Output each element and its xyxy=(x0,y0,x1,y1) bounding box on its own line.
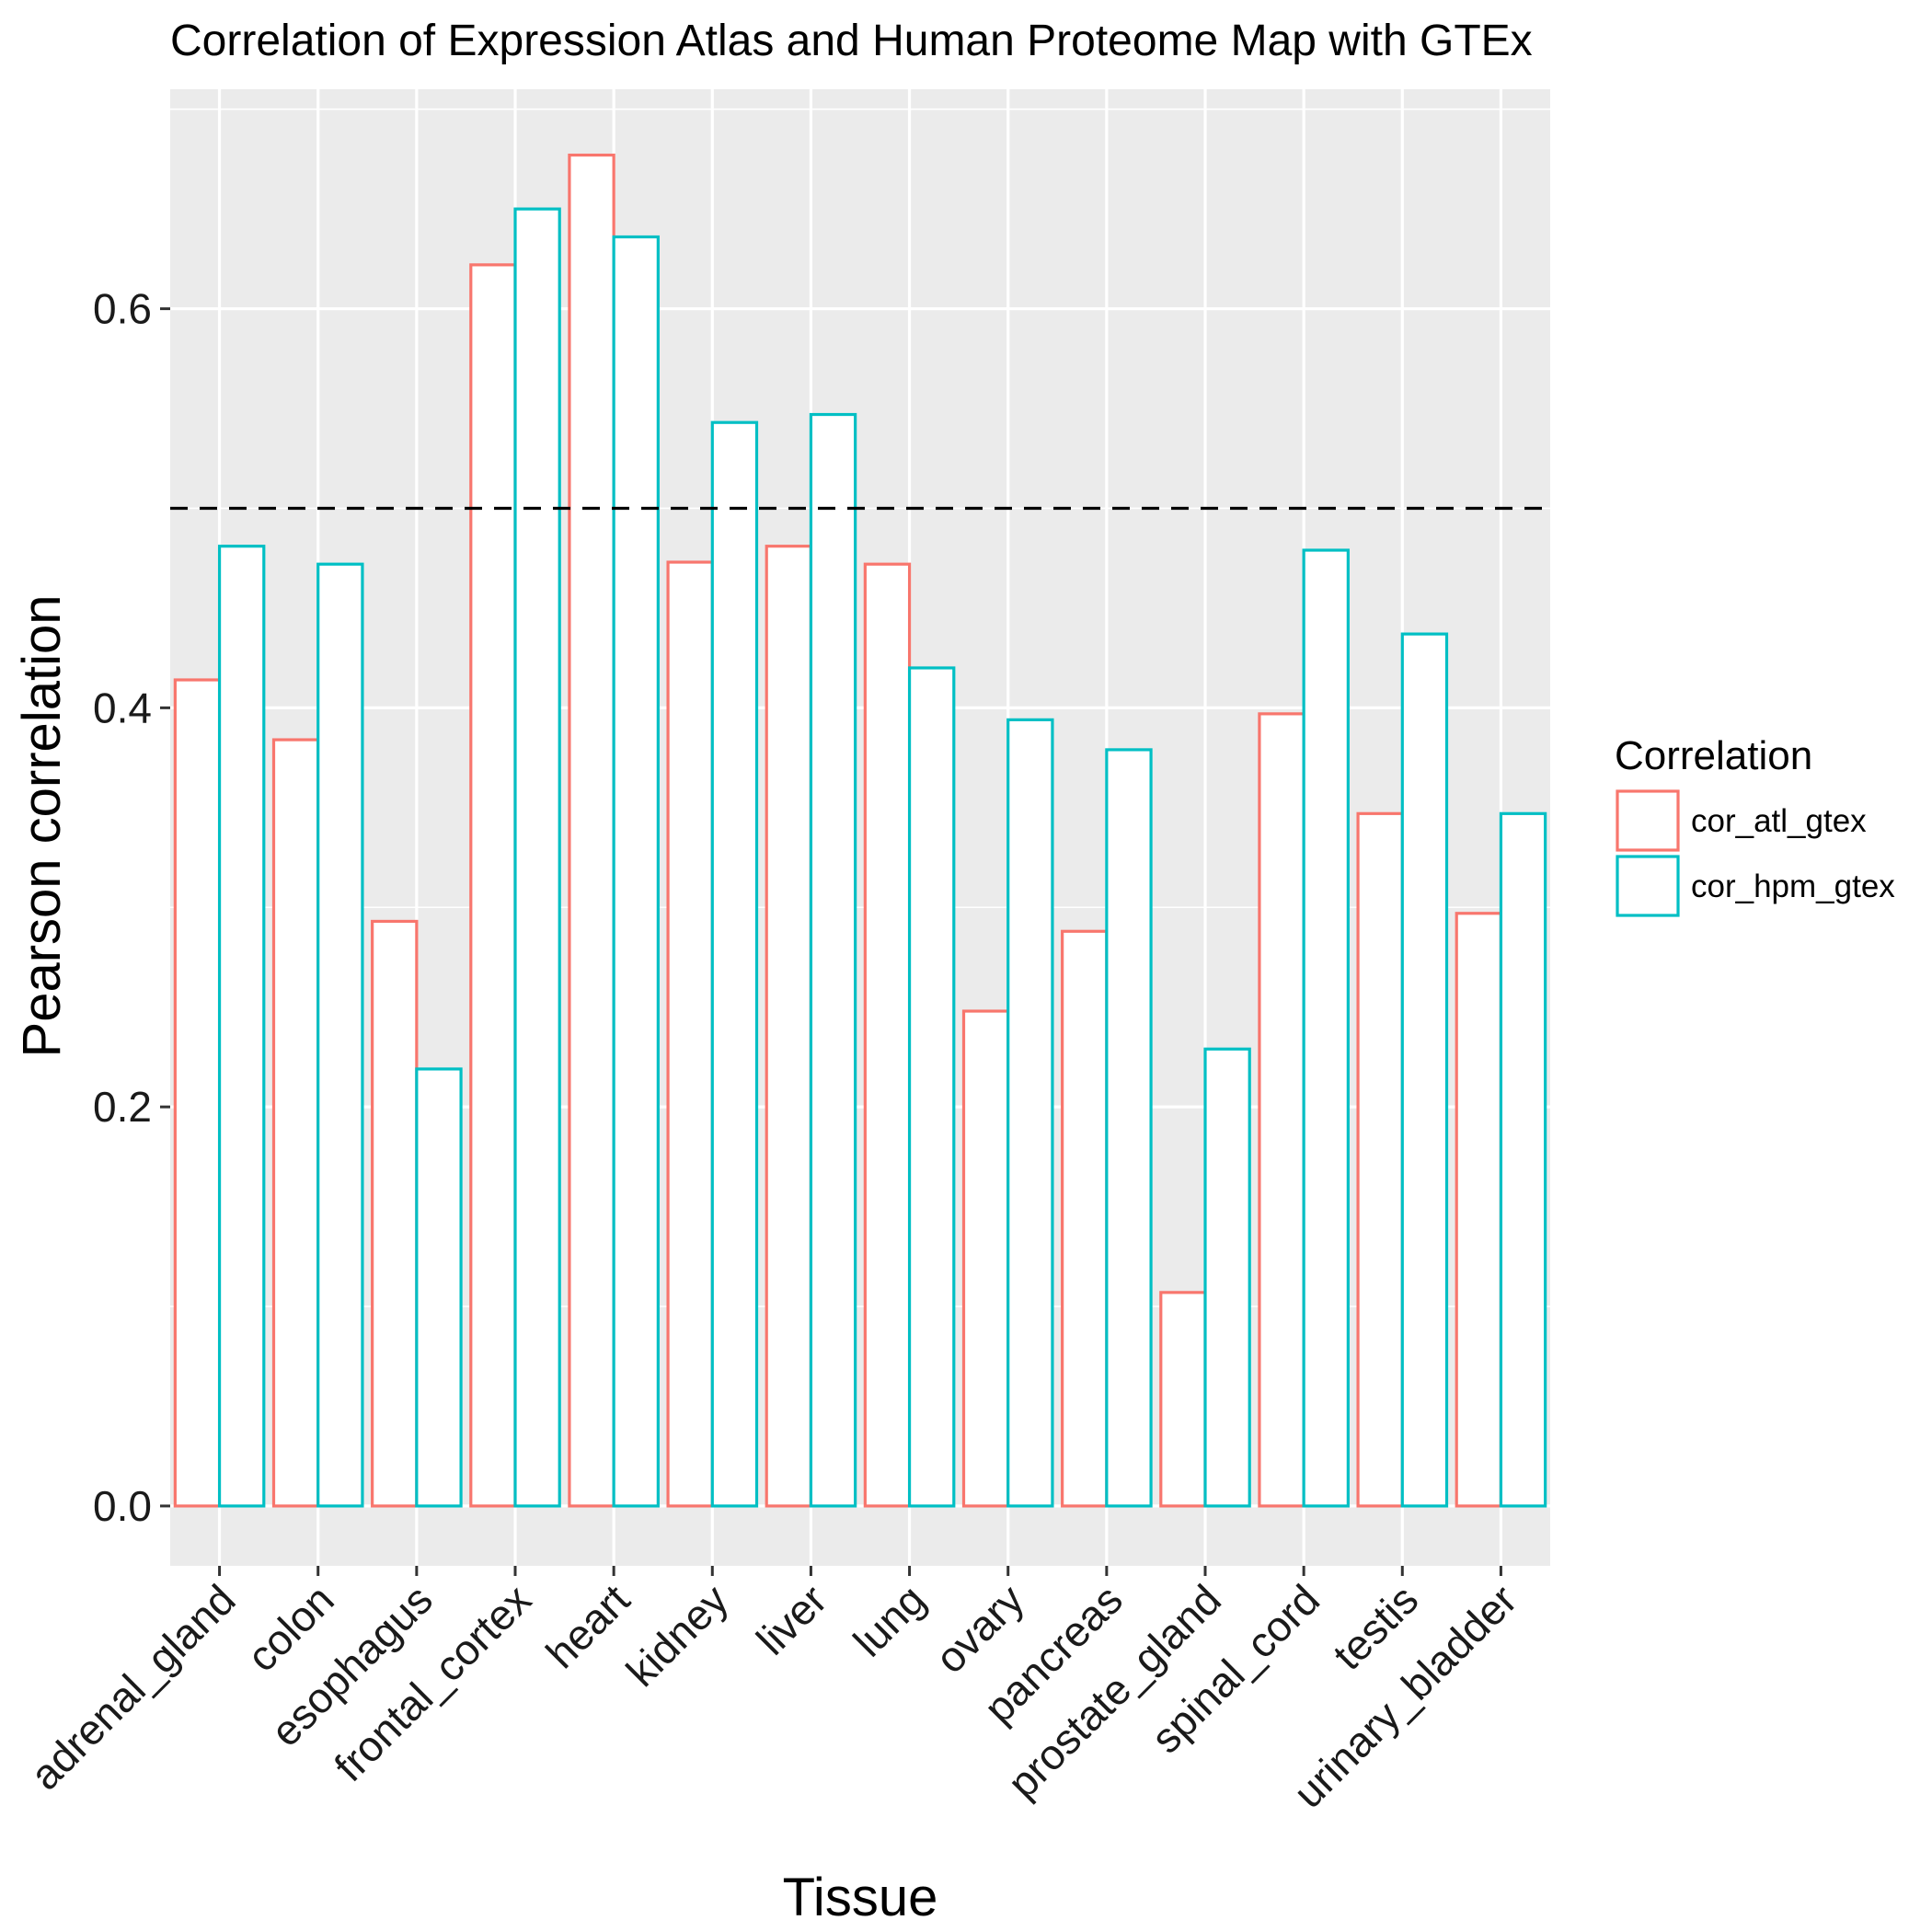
chart-title: Correlation of Expression Atlas and Huma… xyxy=(170,17,1533,65)
y-tick-label: 0.4 xyxy=(93,684,152,731)
bar-cor_hpm_gtex-adrenal_gland xyxy=(217,545,266,1508)
bar-cor_hpm_gtex-pancreas xyxy=(1105,748,1153,1508)
bar-cor_hpm_gtex-lung xyxy=(907,666,956,1508)
legend-swatch-cor_atl_gtex xyxy=(1616,789,1680,852)
legend-label-cor_hpm_gtex: cor_hpm_gtex xyxy=(1691,868,1895,904)
bar-cor_hpm_gtex-colon xyxy=(316,562,364,1508)
bar-cor_hpm_gtex-esophagus xyxy=(415,1067,463,1508)
bar-cor_hpm_gtex-prostate_gland xyxy=(1203,1047,1251,1508)
legend-title: Correlation xyxy=(1615,733,1812,778)
bar-cor_hpm_gtex-spinal_cord xyxy=(1302,548,1350,1508)
x-tick-label: kidney xyxy=(617,1575,738,1696)
y-tick-label: 0.6 xyxy=(93,285,152,333)
bar-cor_atl_gtex-esophagus xyxy=(371,919,419,1508)
bar-cor_hpm_gtex-testis xyxy=(1400,632,1449,1508)
y-tick-label: 0.2 xyxy=(93,1083,152,1131)
y-axis: 0.0 0.2 0.4 0.6 xyxy=(93,285,170,1530)
bar-cor_hpm_gtex-ovary xyxy=(1006,718,1054,1508)
legend-label-cor_atl_gtex: cor_atl_gtex xyxy=(1691,803,1867,839)
bar-cor_hpm_gtex-liver xyxy=(809,412,857,1508)
y-tick-label: 0.0 xyxy=(93,1482,152,1530)
x-tick-label: adrenal_gland xyxy=(21,1575,245,1799)
bar-cor_atl_gtex-heart xyxy=(568,153,615,1508)
bar-cor_hpm_gtex-kidney xyxy=(710,420,759,1508)
bar-cor_atl_gtex-pancreas xyxy=(1061,929,1109,1508)
bar-cor_atl_gtex-prostate_gland xyxy=(1159,1291,1207,1508)
x-axis-title: Tissue xyxy=(783,1868,938,1927)
bar-cor_atl_gtex-ovary xyxy=(961,1009,1010,1508)
bar-cor_atl_gtex-colon xyxy=(271,738,320,1508)
bar-cor_hpm_gtex-heart xyxy=(612,235,660,1508)
legend: Correlation cor_atl_gtex cor_hpm_gtex xyxy=(1615,733,1895,917)
bar-cor_atl_gtex-kidney xyxy=(666,560,714,1508)
y-axis-title: Pearson correlation xyxy=(12,595,72,1058)
x-axis: adrenal_glandcolonesophagusfrontal_corte… xyxy=(21,1566,1525,1817)
x-tick-label: liver xyxy=(747,1575,835,1663)
bar-cor_hpm_gtex-urinary_bladder xyxy=(1499,811,1547,1508)
bar-cor_atl_gtex-urinary_bladder xyxy=(1455,912,1503,1508)
bar-cor_atl_gtex-testis xyxy=(1356,811,1404,1508)
bar-cor_atl_gtex-spinal_cord xyxy=(1258,712,1305,1508)
bars xyxy=(173,153,1547,1508)
legend-swatch-cor_hpm_gtex xyxy=(1616,855,1680,917)
bar-cor_atl_gtex-adrenal_gland xyxy=(173,678,222,1508)
x-tick-label: lung xyxy=(844,1575,934,1665)
bar-cor_atl_gtex-liver xyxy=(765,545,813,1508)
bar-cor_atl_gtex-lung xyxy=(863,562,912,1508)
bar-cor_hpm_gtex-frontal_cortex xyxy=(513,207,561,1508)
bar-cor_atl_gtex-frontal_cortex xyxy=(469,263,517,1508)
